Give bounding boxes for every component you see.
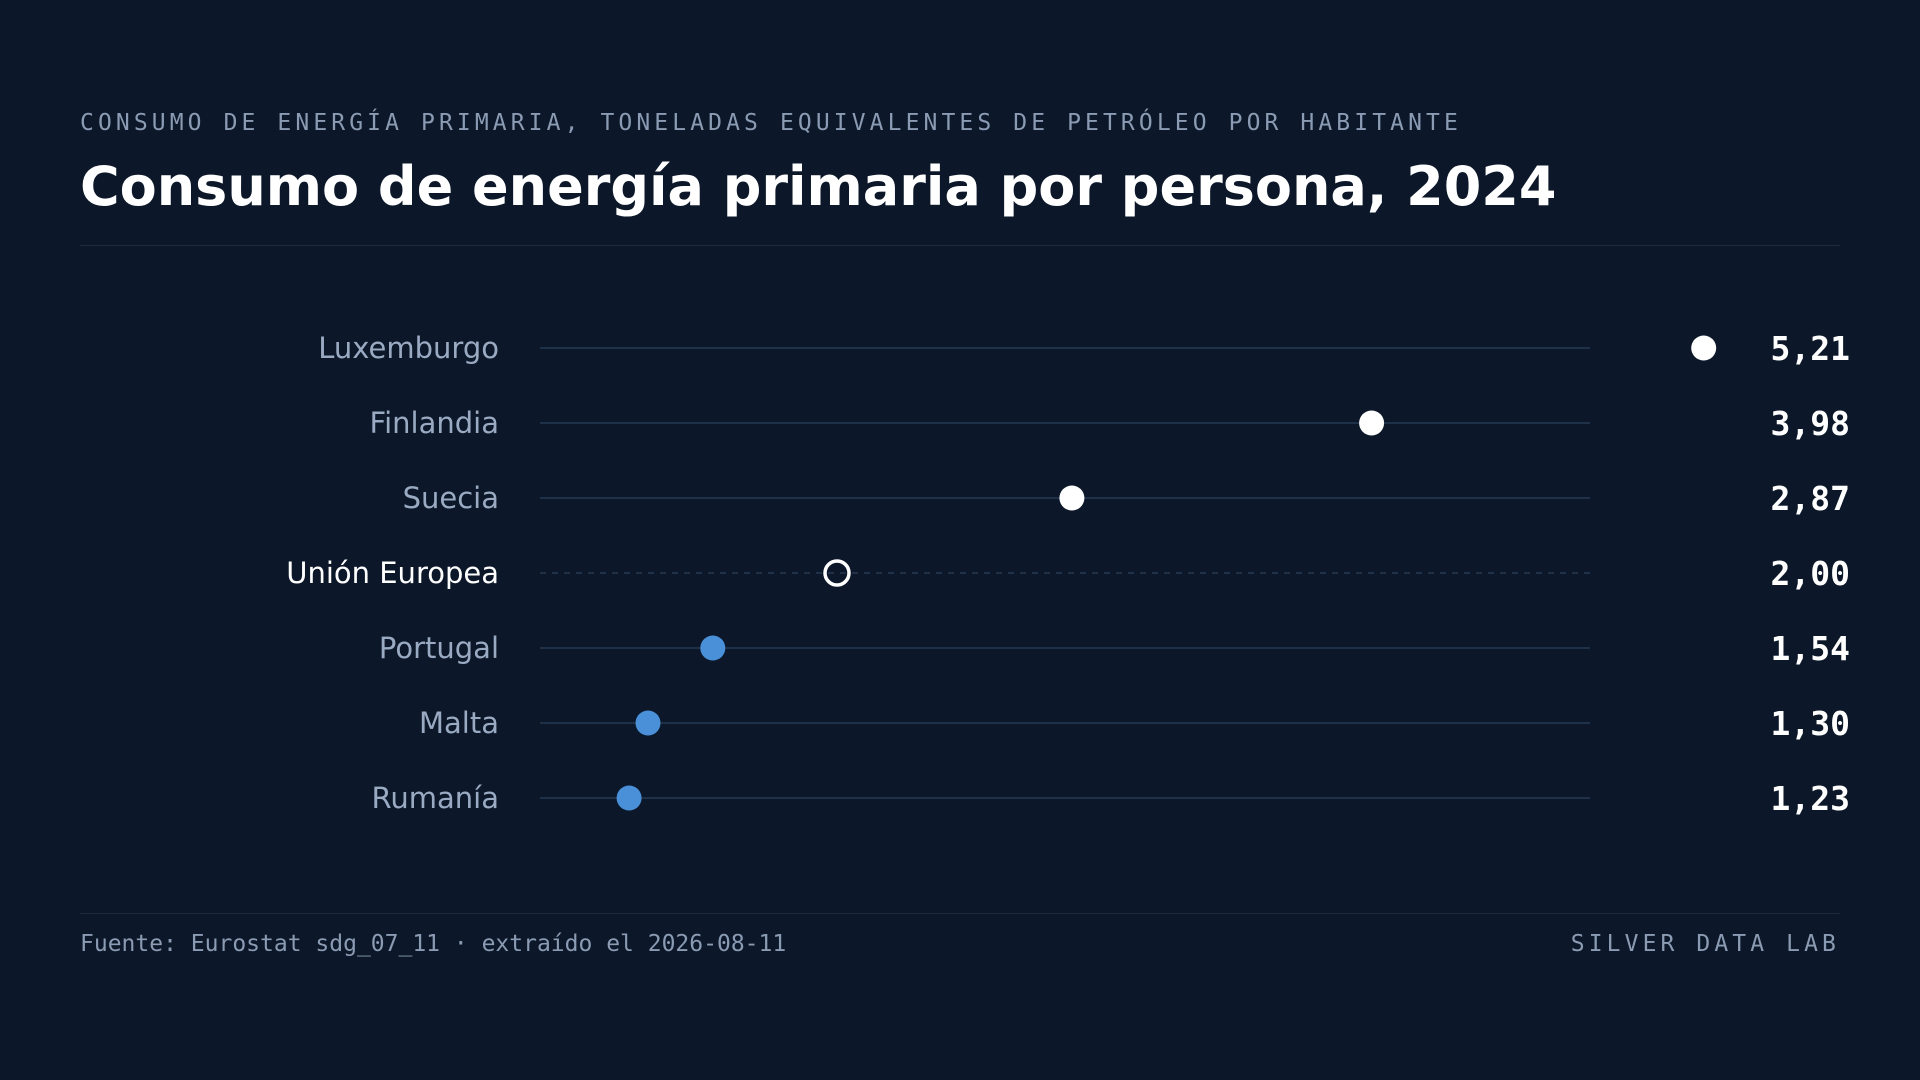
source-note: Fuente: Eurostat sdg_07_11 · extraído el…	[80, 931, 787, 957]
header-divider	[80, 245, 1840, 246]
brand-label: SILVER DATA LAB	[1570, 931, 1840, 957]
footer-divider	[80, 913, 1840, 914]
value-label: 1,23	[1771, 779, 1850, 818]
data-dot	[616, 785, 642, 811]
category-label: Portugal	[379, 631, 499, 665]
category-label: Rumanía	[372, 781, 499, 815]
chart-title: Consumo de energía primaria por persona,…	[80, 155, 1557, 218]
category-label: Finlandia	[370, 406, 499, 440]
category-label: Malta	[419, 706, 499, 740]
data-dot	[635, 710, 661, 736]
value-label: 3,98	[1771, 404, 1850, 443]
category-label: Luxemburgo	[318, 331, 499, 365]
category-label: Unión Europea	[286, 556, 499, 590]
value-label: 2,87	[1771, 479, 1850, 518]
data-dot	[1059, 485, 1085, 511]
category-label: Suecia	[403, 481, 499, 515]
value-label: 5,21	[1771, 329, 1850, 368]
value-label: 1,30	[1771, 704, 1850, 743]
value-label: 1,54	[1771, 629, 1850, 668]
data-dot	[700, 635, 726, 661]
data-dot	[1691, 335, 1717, 361]
chart-kicker: CONSUMO DE ENERGÍA PRIMARIA, TONELADAS E…	[80, 110, 1462, 136]
value-label: 2,00	[1771, 554, 1850, 593]
data-dot	[1359, 410, 1385, 436]
reference-dot	[823, 559, 851, 587]
